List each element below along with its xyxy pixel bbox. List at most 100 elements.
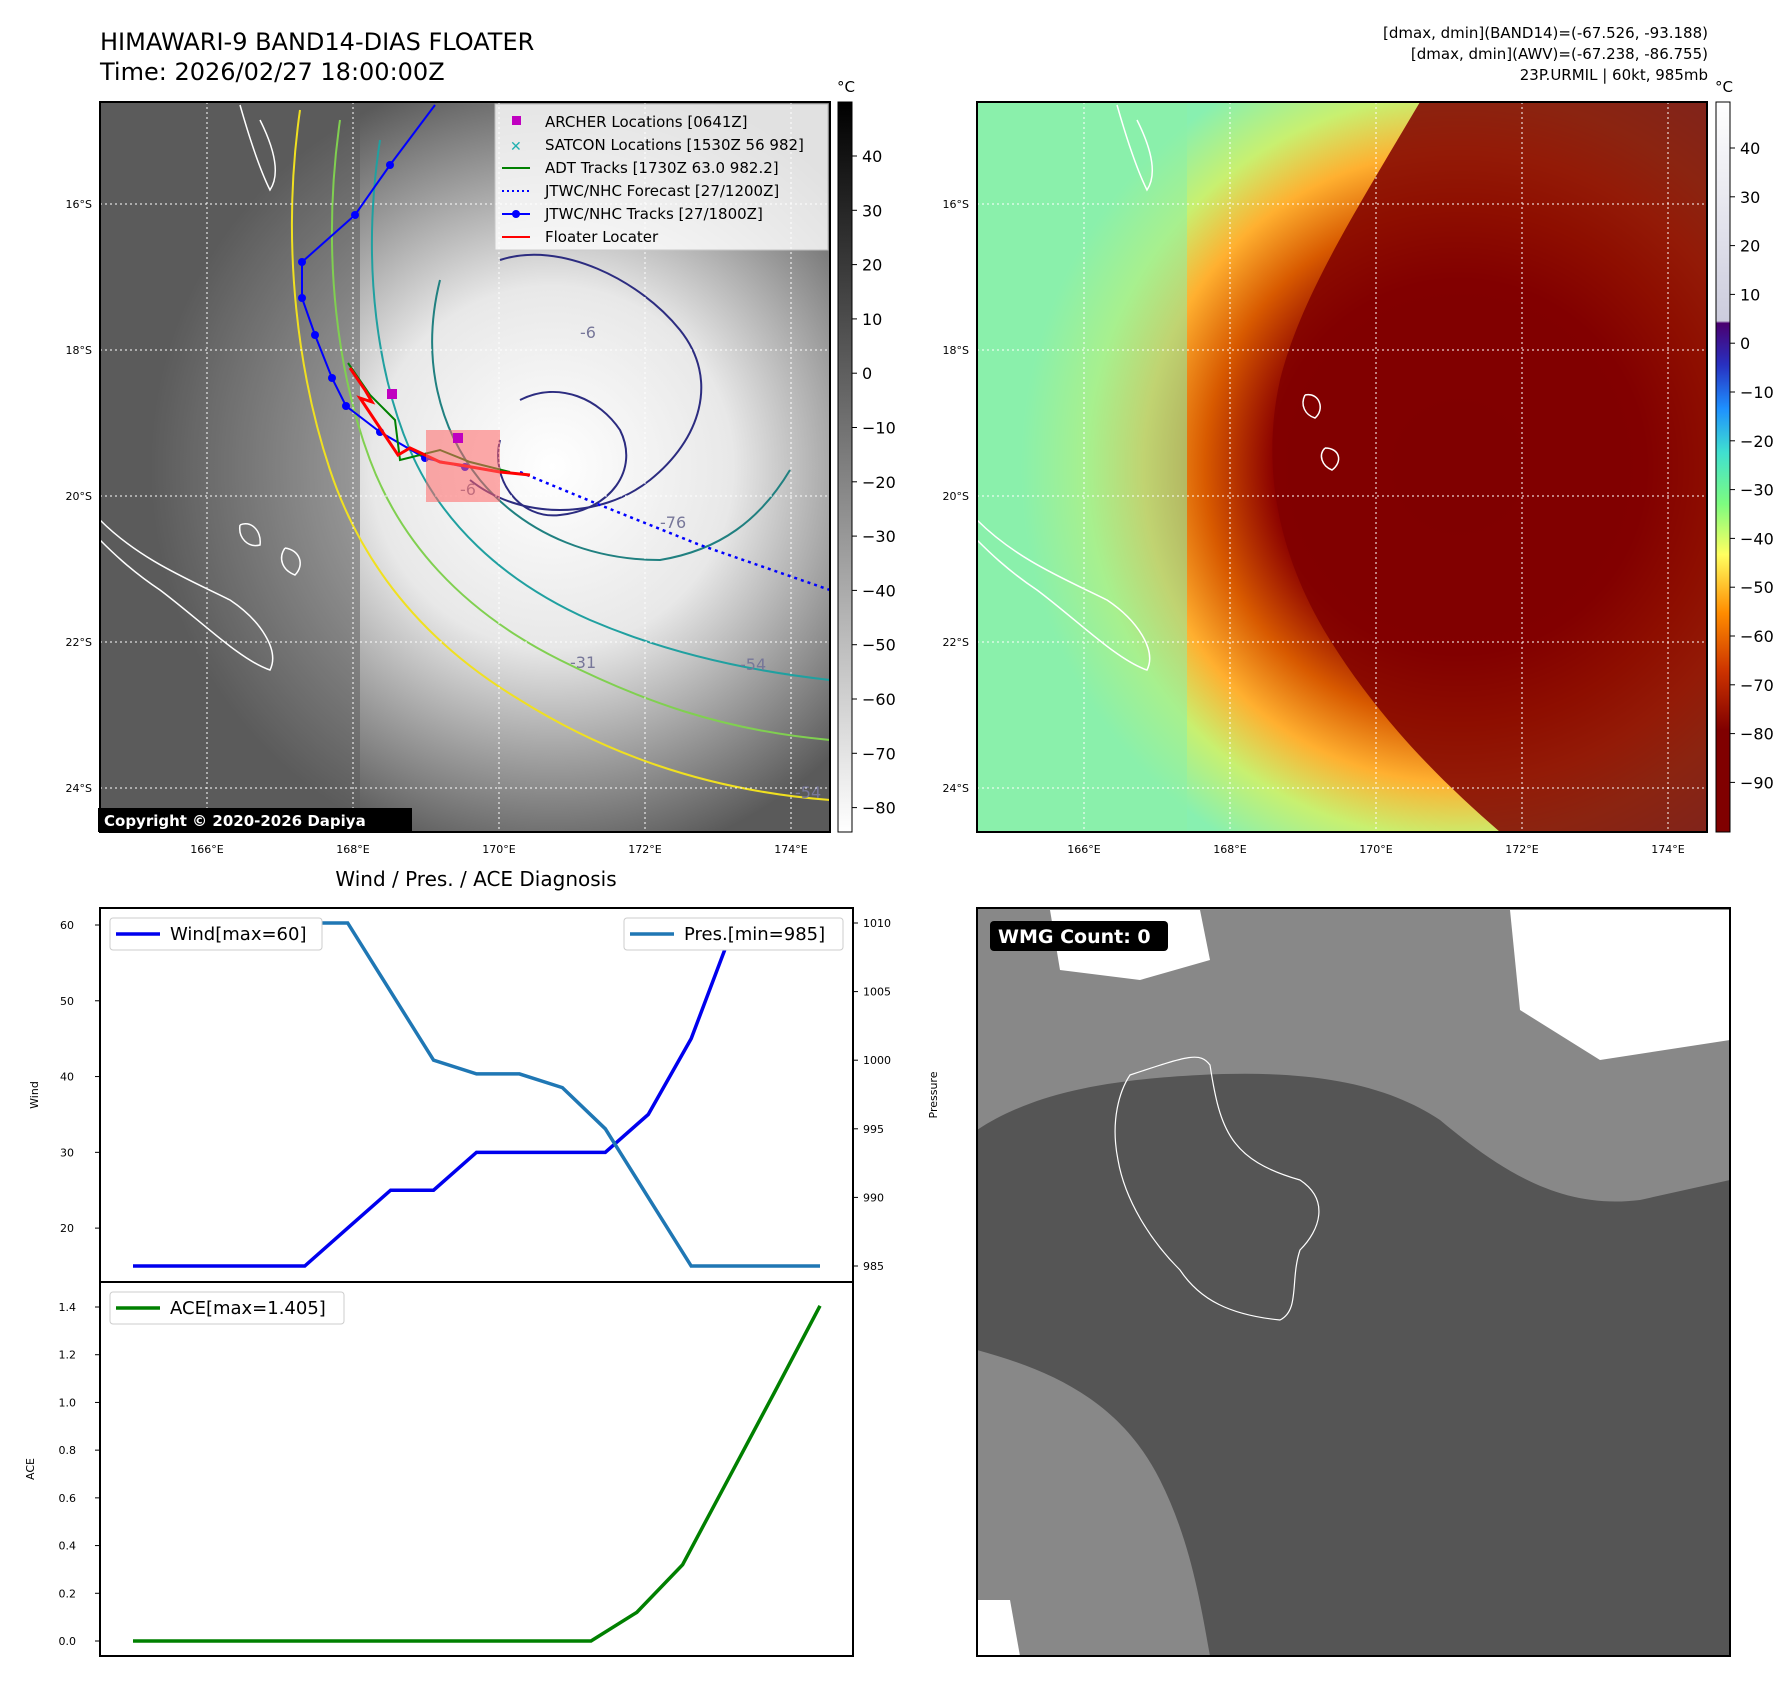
ace-tick-label: 0.4 xyxy=(59,1540,77,1553)
pressure-tick-label: 985 xyxy=(863,1260,884,1273)
lat-label: 18°S xyxy=(66,344,92,357)
left-colorbar-unit: °C xyxy=(837,78,855,96)
right-map-lat-labels: 16°S 18°S 20°S 22°S 24°S xyxy=(943,198,969,795)
contour-teal xyxy=(370,139,831,681)
left-colorbar-gradient xyxy=(837,101,853,833)
right-colorbar-unit: °C xyxy=(1715,78,1733,96)
island-coast-right xyxy=(1302,394,1321,419)
colorbar-tick-label: −60 xyxy=(862,690,896,709)
wind-legend-box xyxy=(109,917,323,951)
wmg-panel: WMG Count: 0 xyxy=(976,907,1731,1657)
ace-tick-label: 1.2 xyxy=(59,1349,77,1362)
wmg-gray-region xyxy=(977,1350,1210,1656)
colorbar-tick-label: −60 xyxy=(1740,627,1774,646)
new-caledonia-coast-right xyxy=(976,519,1151,671)
vanuatu-coast-right xyxy=(1116,104,1153,192)
awv-range: [dmax, dmin](AWV)=(-67.238, -86.755) xyxy=(1411,45,1708,63)
lat-label: 24°S xyxy=(943,782,969,795)
pressure-tick-label: 1010 xyxy=(863,917,891,930)
lon-label: 172°E xyxy=(1505,843,1538,856)
clear-sky-region-color xyxy=(977,102,1187,832)
contour-label: -6 xyxy=(580,323,596,342)
ace-legend-label: ACE[max=1.405] xyxy=(170,1298,326,1319)
ace-axis-label: ACE xyxy=(24,1458,37,1480)
map-legend: ARCHER Locations [0641Z] ✕ SATCON Locati… xyxy=(494,103,829,251)
pressure-legend-box xyxy=(623,917,844,951)
contour-green xyxy=(330,119,831,741)
lon-label: 170°E xyxy=(1359,843,1392,856)
ace-tick-label: 1.0 xyxy=(59,1396,77,1409)
ace-tick-label: 0.6 xyxy=(59,1492,77,1505)
contour-label: -54 xyxy=(795,783,821,802)
lat-label: 16°S xyxy=(66,198,92,211)
lon-label: 172°E xyxy=(628,843,661,856)
pressure-y-ticks: 985 990 995 1000 1005 1010 xyxy=(853,917,891,1273)
wind-tick-label: 40 xyxy=(60,1071,74,1084)
colorbar-tick-label: −10 xyxy=(862,419,896,438)
satcon-legend-icon: ✕ xyxy=(510,139,522,155)
band14-range: [dmax, dmin](BAND14)=(-67.526, -93.188) xyxy=(1383,24,1708,42)
pressure-axis-label: Pressure xyxy=(927,1071,940,1118)
loyalty-island-coast xyxy=(280,547,301,576)
awv-map-frame xyxy=(976,101,1708,833)
right-colorbar-ticks: 40 30 20 10 0 −10 −20 −30 −40 −50 −60 −70 −80 −90 xyxy=(1730,139,1774,792)
colorbar-tick-label: −70 xyxy=(862,744,896,763)
ace-legend: ACE[max=1.405] xyxy=(109,1291,345,1325)
contour-yellow xyxy=(290,109,831,801)
colorbar-tick-label: 0 xyxy=(1740,334,1750,353)
wmg-island-outline xyxy=(1114,1056,1320,1321)
colorbar-tick-label: 10 xyxy=(1740,285,1760,304)
lat-label: 20°S xyxy=(943,490,969,503)
lat-label: 24°S xyxy=(66,782,92,795)
awv-map-panel: 16°S 18°S 20°S 22°S 24°S 166°E 168°E 170… xyxy=(943,101,1708,856)
wmg-white-region xyxy=(977,1600,1020,1656)
wmg-count-badge xyxy=(990,921,1168,951)
jtwc-forecast-line xyxy=(519,470,831,592)
colorbar-tick-label: −50 xyxy=(862,636,896,655)
right-colorbar-gradient xyxy=(1715,101,1731,833)
island-coast-right xyxy=(1320,447,1340,471)
left-colorbar: °C 40 30 20 10 0 −10 −20 −30 −40 −50 −60 −70 −80 xyxy=(837,78,896,833)
wind-tick-label: 20 xyxy=(60,1222,74,1235)
ace-tick-label: 1.4 xyxy=(59,1301,77,1314)
contour-teal-inner xyxy=(431,279,791,562)
colorbar-tick-label: −50 xyxy=(1740,578,1774,597)
lon-label: 170°E xyxy=(482,843,515,856)
pressure-legend: Pres.[min=985] xyxy=(623,917,844,951)
deep-convection-region xyxy=(1272,102,1707,832)
legend-box xyxy=(494,103,829,251)
wind-series-line xyxy=(133,923,820,1268)
lon-label: 168°E xyxy=(336,843,369,856)
colorbar-tick-label: −40 xyxy=(1740,529,1774,548)
legend-floater: Floater Locater xyxy=(545,228,659,246)
lat-label: 20°S xyxy=(66,490,92,503)
figure-time: Time: 2026/02/27 18:00:00Z xyxy=(99,58,445,86)
lon-label: 166°E xyxy=(190,843,223,856)
storm-info: 23P.URMIL | 60kt, 985mb xyxy=(1520,66,1708,84)
lon-label: 168°E xyxy=(1213,843,1246,856)
wind-legend-label: Wind[max=60] xyxy=(170,924,307,945)
lat-label: 16°S xyxy=(943,198,969,211)
ace-tick-label: 0.2 xyxy=(59,1587,77,1600)
pressure-tick-label: 1005 xyxy=(863,986,891,999)
wind-pressure-axes: Wind Pressure 20 30 40 50 60 985 990 995 1000 10… xyxy=(28,907,940,1283)
colorbar-tick-label: 40 xyxy=(862,147,882,166)
ace-tick-label: 0.8 xyxy=(59,1444,77,1457)
new-caledonia-coast xyxy=(99,519,274,671)
loyalty-island-coast xyxy=(239,523,261,547)
wind-axis-label: Wind xyxy=(28,1081,41,1109)
colorbar-tick-label: 10 xyxy=(862,310,882,329)
colorbar-tick-label: −80 xyxy=(862,799,896,818)
colorbar-tick-label: 30 xyxy=(1740,188,1760,207)
colorbar-tick-label: −30 xyxy=(862,527,896,546)
tracks-legend-dot xyxy=(512,210,520,218)
colorbar-tick-label: 0 xyxy=(862,364,872,383)
coastlines xyxy=(99,104,301,671)
ace-frame xyxy=(99,1281,854,1657)
lon-label: 174°E xyxy=(1651,843,1684,856)
legend-tracks: JTWC/NHC Tracks [27/1800Z] xyxy=(544,205,763,223)
right-colorbar: °C 40 30 20 10 0 −10 −20 −30 −40 −50 −60 −70 −80 −90 xyxy=(1715,78,1774,833)
contour-dark-blue xyxy=(469,253,703,511)
colorbar-tick-label: −90 xyxy=(1740,773,1774,792)
ace-axes: ACE 0.0 0.2 0.4 0.6 0.8 1.0 1.2 1.4 ACE[max=1.4… xyxy=(24,1281,854,1657)
